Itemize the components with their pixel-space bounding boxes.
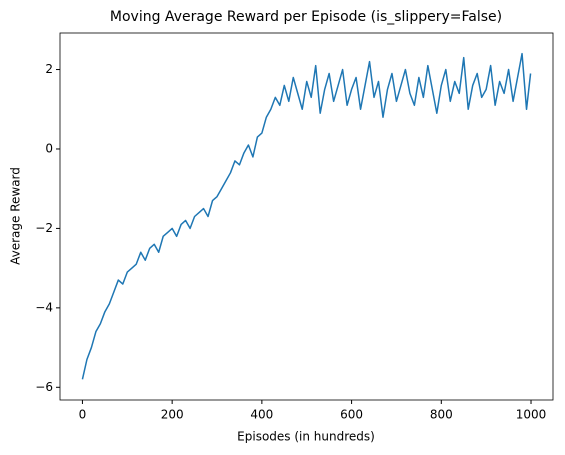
x-tick-label: 400 <box>250 408 273 422</box>
y-tick-label: −4 <box>35 300 53 314</box>
plot-frame <box>59 32 554 401</box>
y-tick-label: 0 <box>45 141 53 155</box>
x-tick-label: 600 <box>340 408 363 422</box>
x-tick-label: 800 <box>430 408 453 422</box>
x-tick-label: 1000 <box>516 408 547 422</box>
y-tick-label: −2 <box>35 221 53 235</box>
x-tick-label: 200 <box>161 408 184 422</box>
chart-title: Moving Average Reward per Episode (is_sl… <box>110 9 502 25</box>
y-axis-label: Average Reward <box>9 167 23 265</box>
x-axis-label: Episodes (in hundreds) <box>237 430 375 444</box>
y-tick-label: 2 <box>45 62 53 76</box>
data-line <box>81 52 532 380</box>
y-tick-label: −6 <box>35 380 53 394</box>
x-tick-label: 0 <box>79 408 87 422</box>
